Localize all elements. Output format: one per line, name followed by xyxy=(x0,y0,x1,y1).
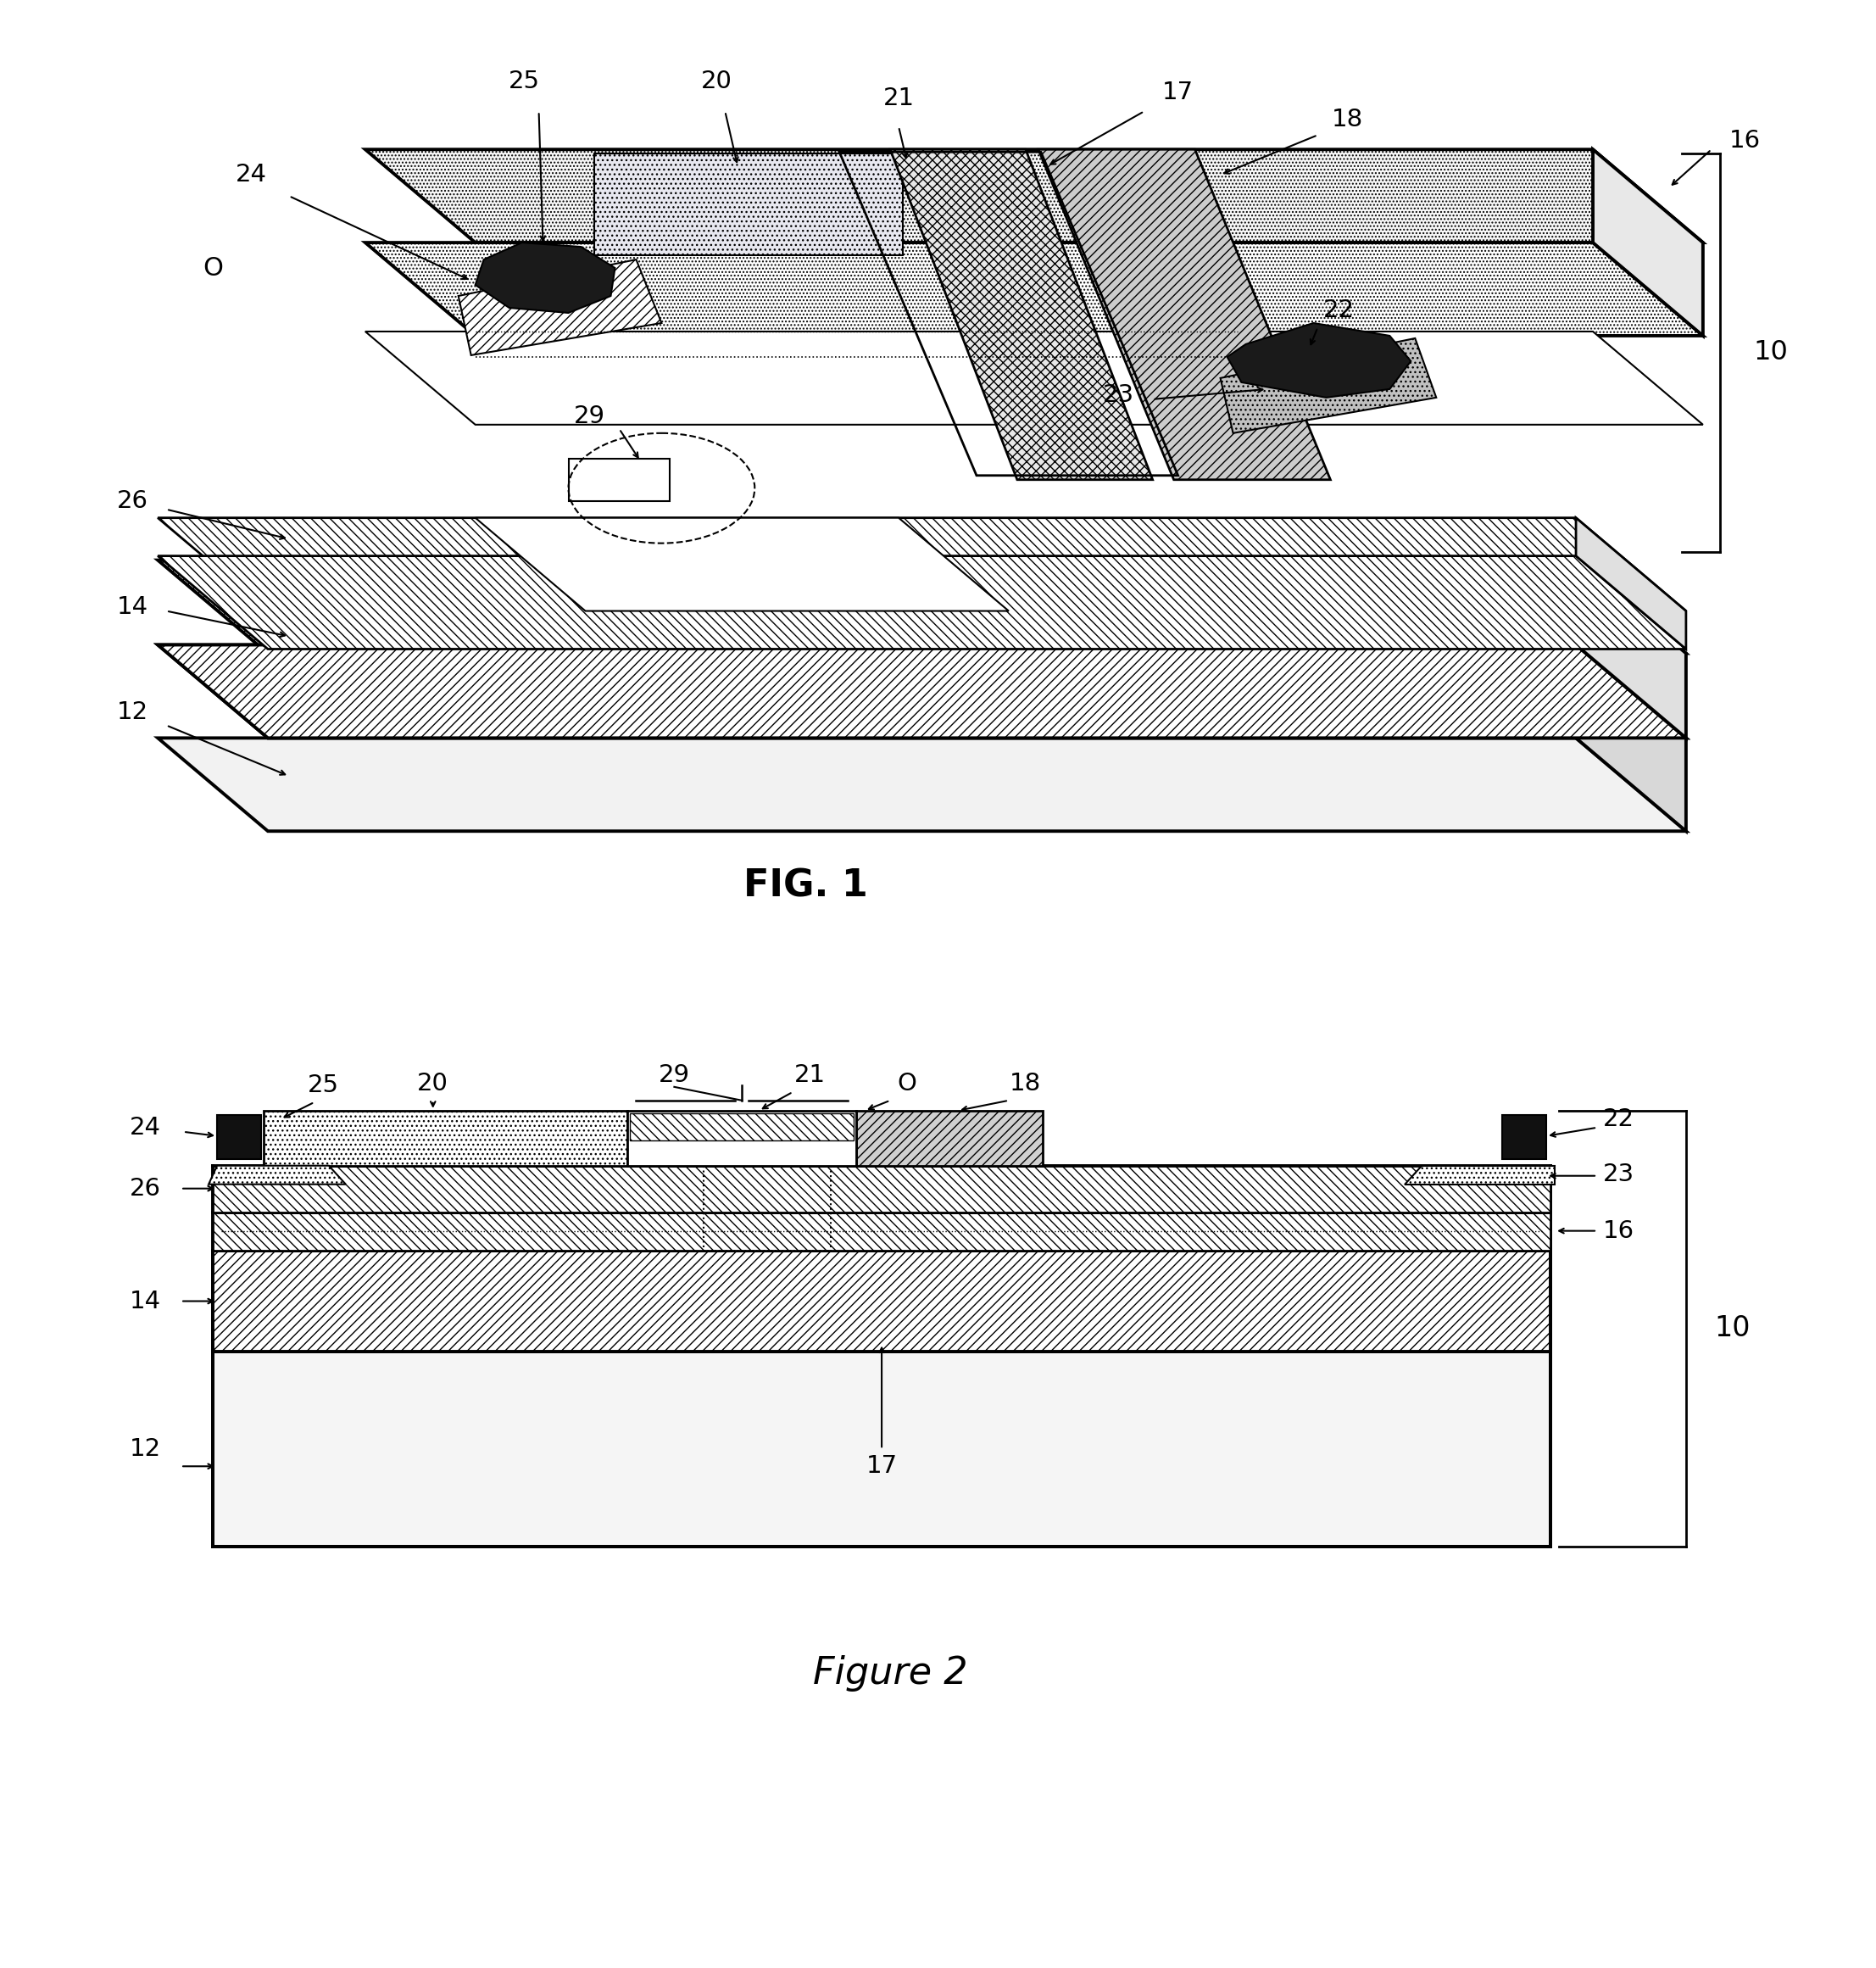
Polygon shape xyxy=(158,738,1687,830)
Text: Figure 2: Figure 2 xyxy=(812,1655,968,1692)
Text: 22: 22 xyxy=(1323,299,1354,323)
Text: 21: 21 xyxy=(794,1063,825,1086)
Polygon shape xyxy=(475,518,1009,610)
Bar xyxy=(630,1114,854,1139)
Text: 17: 17 xyxy=(867,1454,897,1478)
Text: 24: 24 xyxy=(234,163,266,187)
Polygon shape xyxy=(158,555,1687,649)
Text: 17: 17 xyxy=(1163,81,1193,104)
Polygon shape xyxy=(158,518,1687,610)
Text: 29: 29 xyxy=(658,1063,690,1086)
Bar xyxy=(212,1212,1551,1250)
Text: 26: 26 xyxy=(129,1177,161,1200)
Polygon shape xyxy=(1593,150,1703,337)
Text: 12: 12 xyxy=(116,701,148,724)
Bar xyxy=(212,1250,1551,1352)
Polygon shape xyxy=(1227,323,1411,398)
Text: 20: 20 xyxy=(416,1073,448,1096)
Text: 22: 22 xyxy=(1602,1108,1634,1132)
Text: 18: 18 xyxy=(1009,1073,1041,1096)
Text: 23: 23 xyxy=(1103,384,1135,407)
Text: 25: 25 xyxy=(308,1073,338,1096)
Text: O: O xyxy=(203,256,223,279)
Text: 29: 29 xyxy=(574,403,606,429)
Text: 21: 21 xyxy=(884,87,914,110)
Text: 25: 25 xyxy=(508,69,540,94)
Polygon shape xyxy=(158,561,1687,653)
Polygon shape xyxy=(475,242,615,313)
Text: 10: 10 xyxy=(1754,340,1788,366)
Polygon shape xyxy=(366,150,1703,242)
Polygon shape xyxy=(1221,338,1437,433)
Polygon shape xyxy=(1576,561,1687,738)
Polygon shape xyxy=(1576,646,1687,830)
Text: 16: 16 xyxy=(1730,130,1762,154)
Text: 26: 26 xyxy=(116,488,148,514)
Polygon shape xyxy=(208,1165,345,1185)
Text: 10: 10 xyxy=(1715,1315,1750,1342)
Polygon shape xyxy=(458,260,662,354)
Text: 16: 16 xyxy=(1602,1218,1634,1242)
Polygon shape xyxy=(366,242,1703,337)
Polygon shape xyxy=(158,646,1687,738)
Text: 12: 12 xyxy=(129,1437,161,1460)
Text: FIG. 1: FIG. 1 xyxy=(743,868,869,905)
Bar xyxy=(628,1110,855,1165)
Polygon shape xyxy=(1405,1165,1555,1185)
Text: 14: 14 xyxy=(116,594,148,618)
Polygon shape xyxy=(595,154,902,256)
Text: 18: 18 xyxy=(1332,108,1364,132)
Polygon shape xyxy=(1037,150,1330,480)
Text: 23: 23 xyxy=(1602,1163,1634,1187)
Text: 20: 20 xyxy=(702,69,732,94)
Bar xyxy=(855,1110,1043,1165)
Text: O: O xyxy=(897,1073,917,1096)
Bar xyxy=(212,1165,1551,1212)
Polygon shape xyxy=(1576,518,1687,649)
Text: 24: 24 xyxy=(129,1116,161,1139)
Polygon shape xyxy=(891,150,1152,480)
Polygon shape xyxy=(366,331,1703,425)
Bar xyxy=(265,1110,628,1165)
Polygon shape xyxy=(158,646,1687,738)
Text: 14: 14 xyxy=(129,1289,161,1313)
Bar xyxy=(212,1352,1551,1547)
Bar xyxy=(1503,1114,1546,1159)
Bar xyxy=(218,1114,261,1159)
Polygon shape xyxy=(568,459,670,502)
